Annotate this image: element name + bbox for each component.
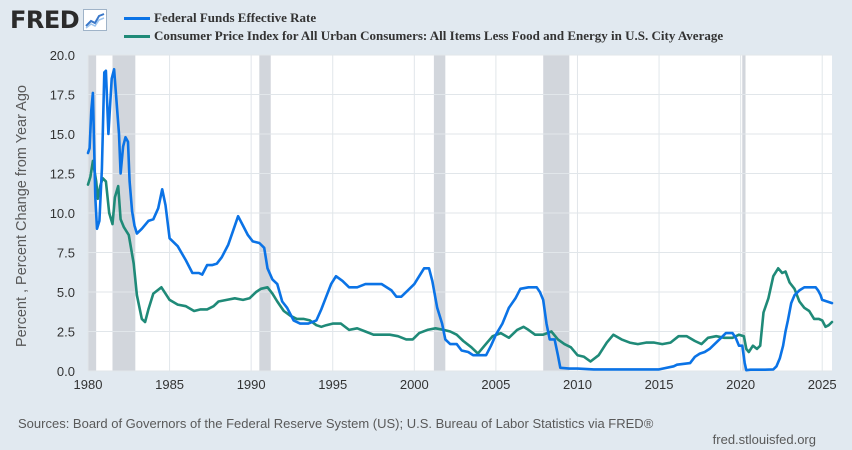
legend-item-fed-funds[interactable]: Federal Funds Effective Rate [124, 9, 723, 27]
sources-note: Sources: Board of Governors of the Feder… [18, 416, 654, 431]
y-tick-label-0: 0.0 [57, 364, 75, 379]
fred-url[interactable]: fred.stlouisfed.org [712, 432, 816, 447]
legend-label-core-cpi: Consumer Price Index for All Urban Consu… [154, 28, 724, 43]
fred-wordmark: FRED [10, 6, 80, 34]
chart-legend: Federal Funds Effective Rate Consumer Pr… [124, 9, 723, 45]
legend-item-core-cpi[interactable]: Consumer Price Index for All Urban Consu… [124, 27, 723, 45]
x-tick-label-6: 2010 [563, 377, 592, 392]
fred-logo[interactable]: FRED [10, 6, 108, 34]
y-tick-label-5: 12.5 [50, 167, 75, 182]
x-tick-label-7: 2015 [645, 377, 674, 392]
legend-label-fed-funds: Federal Funds Effective Rate [154, 10, 317, 25]
x-tick-label-4: 2000 [400, 377, 429, 392]
y-tick-label-4: 10.0 [50, 206, 75, 221]
x-tick-label-9: 2025 [808, 377, 837, 392]
y-tick-label-8: 20.0 [50, 48, 75, 63]
legend-swatch-fed-funds [124, 16, 150, 20]
y-tick-label-6: 15.0 [50, 127, 75, 142]
series-line-core-cpi [86, 159, 834, 363]
y-tick-label-1: 2.5 [57, 325, 75, 340]
x-tick-label-5: 2005 [481, 377, 510, 392]
y-tick-label-3: 7.5 [57, 246, 75, 261]
legend-swatch-core-cpi [124, 34, 150, 38]
x-tick-label-0: 1980 [74, 377, 103, 392]
x-tick-label-3: 1995 [318, 377, 347, 392]
series-line-fed-funds [86, 67, 834, 372]
x-tick-label-2: 1990 [237, 377, 266, 392]
x-tick-label-8: 2020 [726, 377, 755, 392]
y-tick-label-2: 5.0 [57, 285, 75, 300]
y-tick-label-7: 17.5 [50, 88, 75, 103]
x-tick-label-1: 1985 [155, 377, 184, 392]
fred-line-chart-icon [83, 9, 108, 31]
